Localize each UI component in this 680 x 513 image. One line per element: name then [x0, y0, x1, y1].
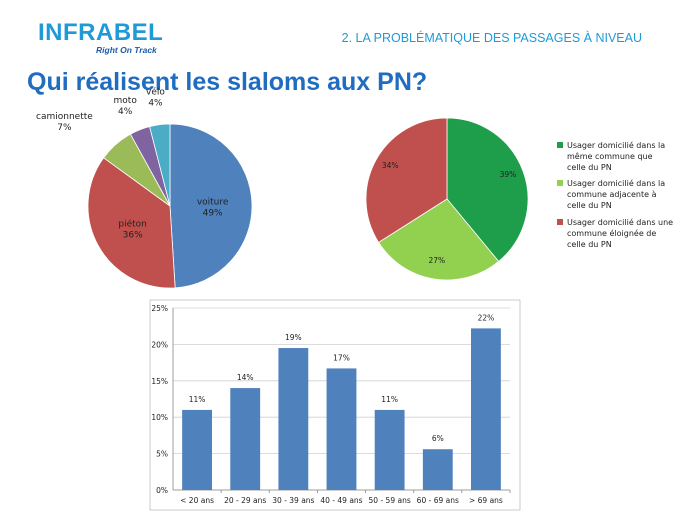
pie2-legend-text-0-0: Usager domicilié dans la [567, 140, 665, 150]
bar-2 [278, 348, 309, 490]
pie1-value-2: 7% [57, 123, 72, 133]
pie2-slice-0 [446, 117, 529, 262]
bar-xtick-2: 30 - 39 ans [272, 496, 314, 505]
pie2-legend-swatch-2 [557, 219, 563, 225]
bar-value-0: 11% [189, 395, 206, 404]
infrabel-logo: INFRABEL Right On Track [38, 20, 168, 60]
bar-xtick-3: 40 - 49 ans [320, 496, 362, 505]
pie2-value-1: 27% [429, 256, 446, 265]
bar-value-2: 19% [285, 333, 302, 342]
pie2-value-0: 39% [500, 170, 517, 179]
pie1-value-0: 49% [203, 209, 223, 219]
bar-value-4: 11% [381, 395, 398, 404]
pie1-value-1: 36% [123, 231, 143, 241]
pie2-legend-text-2-0: Usager domicilié dans une [567, 217, 673, 227]
bar-value-5: 6% [432, 434, 444, 443]
bar-xtick-6: > 69 ans [469, 496, 503, 505]
pie1-label-0: voiture [197, 198, 229, 208]
bar-xtick-0: < 20 ans [180, 496, 214, 505]
pie1-label-4: vélo [146, 87, 165, 98]
pie1-value-4: 4% [148, 99, 163, 109]
logo-tagline: Right On Track [96, 45, 157, 55]
bar-ytick-1: 5% [156, 450, 168, 459]
pie2-legend-swatch-1 [557, 180, 563, 186]
bar-xtick-1: 20 - 29 ans [224, 496, 266, 505]
pie1-label-2: camionnette [36, 112, 93, 122]
pie2-legend-text-1-0: Usager domicilié dans la [567, 178, 665, 188]
pie2-legend-text-1-1: commune adjacente à [567, 190, 657, 199]
bar-0 [182, 409, 212, 490]
page-title: Qui réalisent les slaloms aux PN? [27, 68, 428, 96]
pie2-slice-1 [378, 198, 500, 281]
logo-wordmark: INFRABEL [38, 19, 164, 46]
bar-ytick-2: 10% [151, 413, 168, 422]
pie2-legend-text-0-2: celle du PN [567, 163, 612, 172]
bar-xtick-5: 60 - 69 ans [417, 496, 459, 505]
bar-ytick-4: 20% [151, 340, 168, 349]
bar-6 [471, 328, 501, 490]
bar-4 [374, 409, 405, 490]
pie1-label-3: moto [114, 96, 138, 106]
bar-ytick-3: 15% [151, 377, 168, 386]
bar-ytick-5: 25% [151, 304, 168, 313]
pie1-label-1: piéton [118, 219, 147, 230]
pie1-slice-1 [87, 157, 176, 289]
bar-xtick-4: 50 - 59 ans [369, 496, 411, 505]
bar-3 [326, 368, 357, 490]
pie2-legend-swatch-0 [557, 142, 563, 148]
bar-value-1: 14% [237, 373, 254, 382]
pie1-value-3: 4% [118, 107, 133, 117]
bar-value-3: 17% [333, 353, 350, 362]
bar-value-6: 22% [478, 313, 495, 322]
bar-1 [230, 388, 261, 490]
section-heading: 2. LA PROBLÉMATIQUE DES PASSAGES À NIVEA… [341, 31, 642, 45]
pie2-legend-text-2-2: celle du PN [567, 240, 612, 249]
pie1-slice-0 [169, 123, 253, 289]
pie2-slice-2 [365, 117, 448, 243]
bar-5 [422, 449, 453, 490]
bar-ytick-0: 0% [156, 486, 168, 495]
pie2-legend-text-2-1: commune éloignée de [567, 228, 656, 238]
pie2-value-2: 34% [382, 161, 399, 170]
pie1-slice-4 [149, 123, 171, 207]
bar-chart-frame [149, 299, 521, 511]
pie2-legend-text-1-2: celle du PN [567, 201, 612, 210]
pie2-legend-text-0-1: même commune que [567, 151, 653, 161]
